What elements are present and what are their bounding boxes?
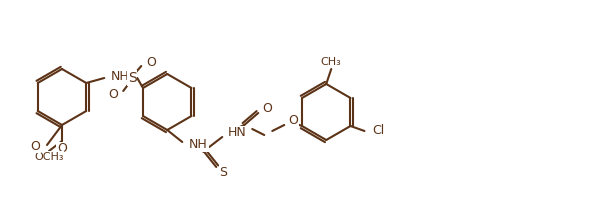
Text: O: O — [262, 101, 272, 115]
Text: NH: NH — [189, 139, 208, 152]
Text: O: O — [146, 57, 156, 69]
Text: HN: HN — [228, 126, 247, 140]
Text: NH: NH — [111, 69, 130, 82]
Text: S: S — [128, 71, 137, 85]
Text: O: O — [30, 140, 40, 153]
Text: S: S — [219, 165, 227, 179]
Text: Cl: Cl — [373, 124, 385, 138]
Text: O: O — [57, 142, 67, 156]
Text: CH₃: CH₃ — [321, 57, 341, 67]
Text: O: O — [108, 87, 118, 101]
Text: OCH₃: OCH₃ — [34, 152, 64, 162]
Text: O: O — [288, 114, 298, 126]
